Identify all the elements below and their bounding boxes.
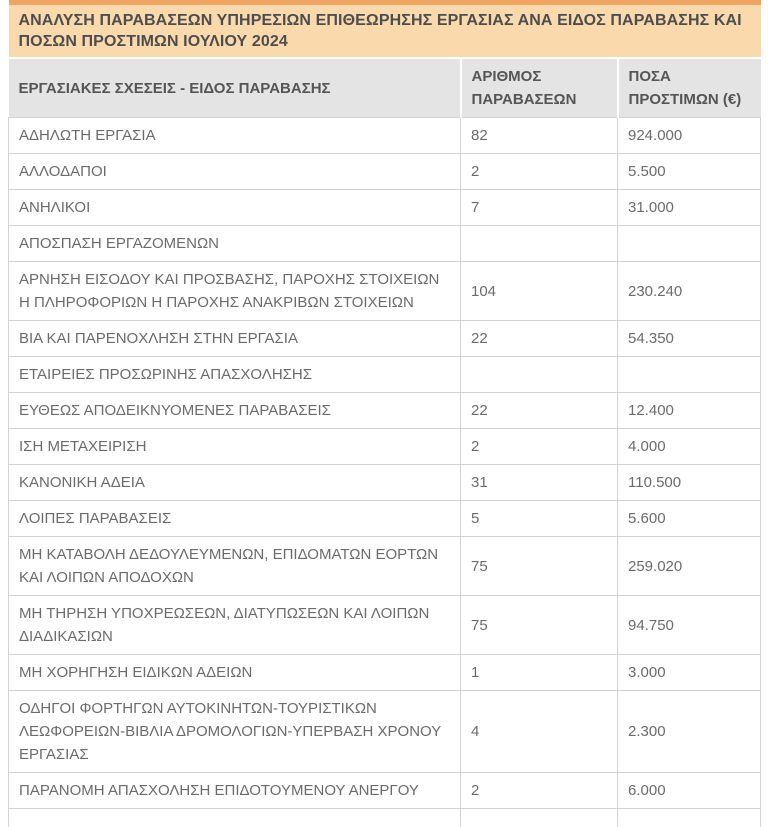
cell-violation: ΕΤΑΙΡΕΙΕΣ ΠΡΟΣΩΡΙΝΗΣ ΑΠΑΣΧΟΛΗΣΗΣ [8,356,461,393]
cell-fines: 110.500 [616,464,762,501]
cell-fines [616,356,762,393]
cell-count: 75 [460,536,618,596]
cell-count: 5 [460,500,618,537]
cell-violation: ΟΔΗΓΟΙ ΦΟΡΤΗΓΩΝ ΑΥΤΟΚΙΝΗΤΩΝ-ΤΟΥΡΙΣΤΙΚΩΝ … [8,690,461,773]
table-row: ΕΤΑΙΡΕΙΕΣ ΠΡΟΣΩΡΙΝΗΣ ΑΠΑΣΧΟΛΗΣΗΣ [8,356,762,393]
cell-violation: ΑΝΗΛΙΚΟΙ [8,189,461,226]
cell-violation: ΑΔΗΛΩΤΗ ΕΡΓΑΣΙΑ [8,117,461,154]
cell-violation: ΜΗ ΚΑΤΑΒΟΛΗ ΔΕΔΟΥΛΕΥΜΕΝΩΝ, ΕΠΙΔΟΜΑΤΩΝ ΕΟ… [8,536,461,596]
table-row: ΑΔΗΛΩΤΗ ΕΡΓΑΣΙΑ 82 924.000 [8,117,762,154]
table-row: ΑΝΗΛΙΚΟΙ 7 31.000 [8,189,762,226]
cell-violation: ΚΑΝΟΝΙΚΗ ΑΔΕΙΑ [8,464,461,501]
table-row: ΕΥΘΕΩΣ ΑΠΟΔΕΙΚΝΥΟΜΕΝΕΣ ΠΑΡΑΒΑΣΕΙΣ 22 12.… [8,392,762,429]
cell-count: 2 [460,428,618,465]
cell-fines: 4.000 [616,428,762,465]
column-header-violation: ΕΡΓΑΣΙΑΚΕΣ ΣΧΕΣΕΙΣ - ΕΙΔΟΣ ΠΑΡΑΒΑΣΗΣ [8,58,461,118]
partial-row-clipped [8,808,762,827]
table-row: ΑΛΛΟΔΑΠΟΙ 2 5.500 [8,153,762,190]
cell-violation-empty [8,808,461,827]
cell-count-empty [460,808,618,827]
cell-count: 2 [460,772,618,809]
cell-fines: 54.350 [616,320,762,357]
table-row: ΠΑΡΑΝΟΜΗ ΑΠΑΣΧΟΛΗΣΗ ΕΠΙΔΟΤΟΥΜΕΝΟΥ ΑΝΕΡΓΟ… [8,772,762,809]
column-header-count: ΑΡΙΘΜΟΣ ΠΑΡΑΒΑΣΕΩΝ [459,58,618,118]
table-body: ΑΔΗΛΩΤΗ ΕΡΓΑΣΙΑ 82 924.000 ΑΛΛΟΔΑΠΟΙ 2 5… [8,117,762,809]
cell-violation: ΜΗ ΤΗΡΗΣΗ ΥΠΟΧΡΕΩΣΕΩΝ, ΔΙΑΤΥΠΩΣΕΩΝ ΚΑΙ Λ… [8,595,461,655]
cell-fines: 5.500 [616,153,762,190]
table-row: ΒΙΑ ΚΑΙ ΠΑΡΕΝΟΧΛΗΣΗ ΣΤΗΝ ΕΡΓΑΣΙΑ 22 54.3… [8,320,762,357]
cell-fines: 3.000 [616,654,762,691]
column-header-row: ΕΡΓΑΣΙΑΚΕΣ ΣΧΕΣΕΙΣ - ΕΙΔΟΣ ΠΑΡΑΒΑΣΗΣ ΑΡΙ… [8,58,761,118]
cell-fines: 12.400 [616,392,762,429]
cell-fines: 2.300 [616,690,762,773]
cell-fines: 924.000 [616,117,762,154]
cell-violation: ΑΛΛΟΔΑΠΟΙ [8,153,461,190]
cell-fines: 94.750 [616,595,762,655]
table-row: ΜΗ ΚΑΤΑΒΟΛΗ ΔΕΔΟΥΛΕΥΜΕΝΩΝ, ΕΠΙΔΟΜΑΤΩΝ ΕΟ… [8,536,762,596]
cell-fines: 259.020 [616,536,762,596]
column-header-fines: ΠΟΣΑ ΠΡΟΣΤΙΜΩΝ (€) [616,58,761,118]
cell-violation: ΕΥΘΕΩΣ ΑΠΟΔΕΙΚΝΥΟΜΕΝΕΣ ΠΑΡΑΒΑΣΕΙΣ [8,392,461,429]
cell-fines: 6.000 [616,772,762,809]
table-row: ΟΔΗΓΟΙ ΦΟΡΤΗΓΩΝ ΑΥΤΟΚΙΝΗΤΩΝ-ΤΟΥΡΙΣΤΙΚΩΝ … [8,690,762,773]
cell-violation: ΠΑΡΑΝΟΜΗ ΑΠΑΣΧΟΛΗΣΗ ΕΠΙΔΟΤΟΥΜΕΝΟΥ ΑΝΕΡΓΟ… [8,772,461,809]
cell-fines: 31.000 [616,189,762,226]
table-row-partial [8,808,762,827]
cell-violation: ΑΡΝΗΣΗ ΕΙΣΟΔΟΥ ΚΑΙ ΠΡΟΣΒΑΣΗΣ, ΠΑΡΟΧΗΣ ΣΤ… [8,261,461,321]
cell-violation: ΑΠΟΣΠΑΣΗ ΕΡΓΑΖΟΜΕΝΩΝ [8,225,461,262]
cell-fines [616,225,762,262]
cell-count: 7 [460,189,618,226]
title-row: ΑΝΑΛΥΣΗ ΠΑΡΑΒΑΣΕΩΝ ΥΠΗΡΕΣΙΩΝ ΕΠΙΘΕΩΡΗΣΗΣ… [8,0,761,59]
table-row: ΛΟΙΠΕΣ ΠΑΡΑΒΑΣΕΙΣ 5 5.600 [8,500,762,537]
cell-violation: ΙΣΗ ΜΕΤΑΧΕΙΡΙΣΗ [8,428,461,465]
cell-violation: ΜΗ ΧΟΡΗΓΗΣΗ ΕΙΔΙΚΩΝ ΑΔΕΙΩΝ [8,654,461,691]
table-row: ΜΗ ΧΟΡΗΓΗΣΗ ΕΙΔΙΚΩΝ ΑΔΕΙΩΝ 1 3.000 [8,654,762,691]
cell-count [460,356,618,393]
cell-fines-empty [616,808,762,827]
cell-count: 31 [460,464,618,501]
cell-count: 22 [460,392,618,429]
page-title: ΑΝΑΛΥΣΗ ΠΑΡΑΒΑΣΕΩΝ ΥΠΗΡΕΣΙΩΝ ΕΠΙΘΕΩΡΗΣΗΣ… [8,0,761,59]
cell-count: 75 [460,595,618,655]
cell-fines: 230.240 [616,261,762,321]
cell-count: 2 [460,153,618,190]
table-row: ΙΣΗ ΜΕΤΑΧΕΙΡΙΣΗ 2 4.000 [8,428,762,465]
table-row: ΚΑΝΟΝΙΚΗ ΑΔΕΙΑ 31 110.500 [8,464,762,501]
cell-violation: ΛΟΙΠΕΣ ΠΑΡΑΒΑΣΕΙΣ [8,500,461,537]
cell-fines: 5.600 [616,500,762,537]
cell-count: 104 [460,261,618,321]
cell-count: 4 [460,690,618,773]
table-row: ΑΡΝΗΣΗ ΕΙΣΟΔΟΥ ΚΑΙ ΠΡΟΣΒΑΣΗΣ, ΠΑΡΟΧΗΣ ΣΤ… [8,261,762,321]
cell-violation: ΒΙΑ ΚΑΙ ΠΑΡΕΝΟΧΛΗΣΗ ΣΤΗΝ ΕΡΓΑΣΙΑ [8,320,461,357]
cell-count: 82 [460,117,618,154]
table-row: ΑΠΟΣΠΑΣΗ ΕΡΓΑΖΟΜΕΝΩΝ [8,225,762,262]
cell-count: 1 [460,654,618,691]
cell-count [460,225,618,262]
violations-table: ΑΝΑΛΥΣΗ ΠΑΡΑΒΑΣΕΩΝ ΥΠΗΡΕΣΙΩΝ ΕΠΙΘΕΩΡΗΣΗΣ… [8,0,762,827]
cell-count: 22 [460,320,618,357]
table-row: ΜΗ ΤΗΡΗΣΗ ΥΠΟΧΡΕΩΣΕΩΝ, ΔΙΑΤΥΠΩΣΕΩΝ ΚΑΙ Λ… [8,595,762,655]
